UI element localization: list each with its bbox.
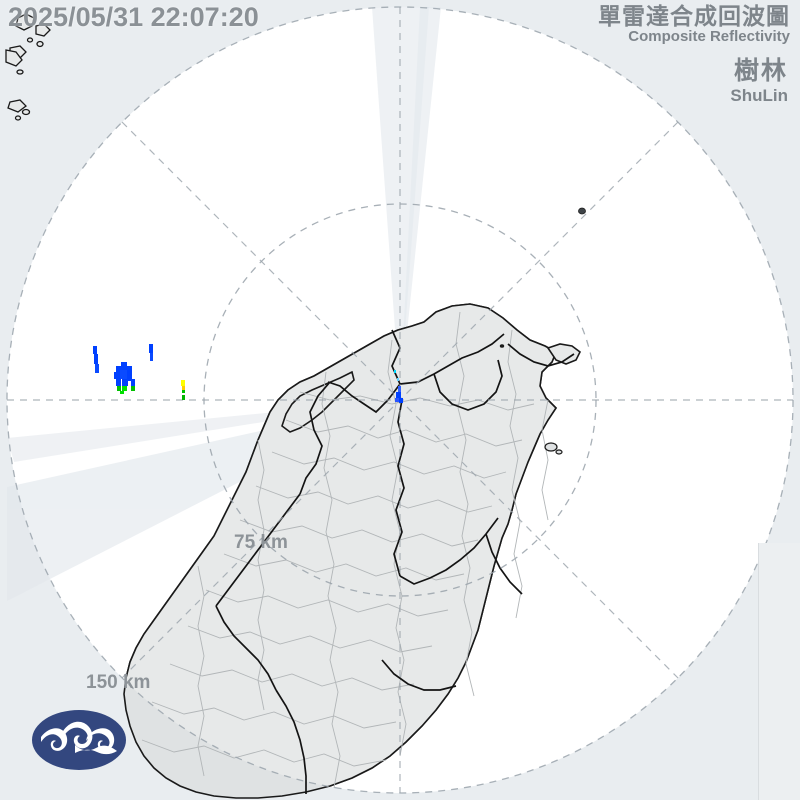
pengjia-islet xyxy=(578,207,586,215)
keelung-peninsula xyxy=(546,343,582,365)
title-block: 單雷達合成回波圖 Composite Reflectivity xyxy=(598,4,790,47)
station-name-cn: 樹林 xyxy=(733,57,788,85)
radar-echo-layer xyxy=(93,344,403,403)
product-title-cn: 單雷達合成回波圖 xyxy=(598,3,790,29)
echo-west-1 xyxy=(93,346,99,373)
echo-west-3 xyxy=(149,344,153,361)
keelung-islet xyxy=(499,344,505,348)
timestamp-label: 2025/05/31 22:07:20 xyxy=(8,2,259,32)
station-block: 樹林 ShuLin xyxy=(730,57,788,106)
product-title-en: Composite Reflectivity xyxy=(628,28,790,46)
offshore-islets xyxy=(5,13,51,121)
taiwan-island-inner xyxy=(123,303,558,793)
station-name-en: ShuLin xyxy=(730,85,788,105)
echo-west-4 xyxy=(181,380,185,400)
landmass-layer xyxy=(5,13,586,799)
north-coast-detail xyxy=(281,370,355,433)
echo-center xyxy=(394,370,403,403)
colorbar-panel: dBZ 65605550454035302520151050 xyxy=(758,543,800,800)
cwa-logo xyxy=(31,709,127,771)
echo-west-2 xyxy=(114,362,135,394)
range-ring-label-150km: 150 km xyxy=(86,672,151,693)
range-ring-label-75km: 75 km xyxy=(234,532,288,553)
guishan-islet xyxy=(544,442,563,455)
